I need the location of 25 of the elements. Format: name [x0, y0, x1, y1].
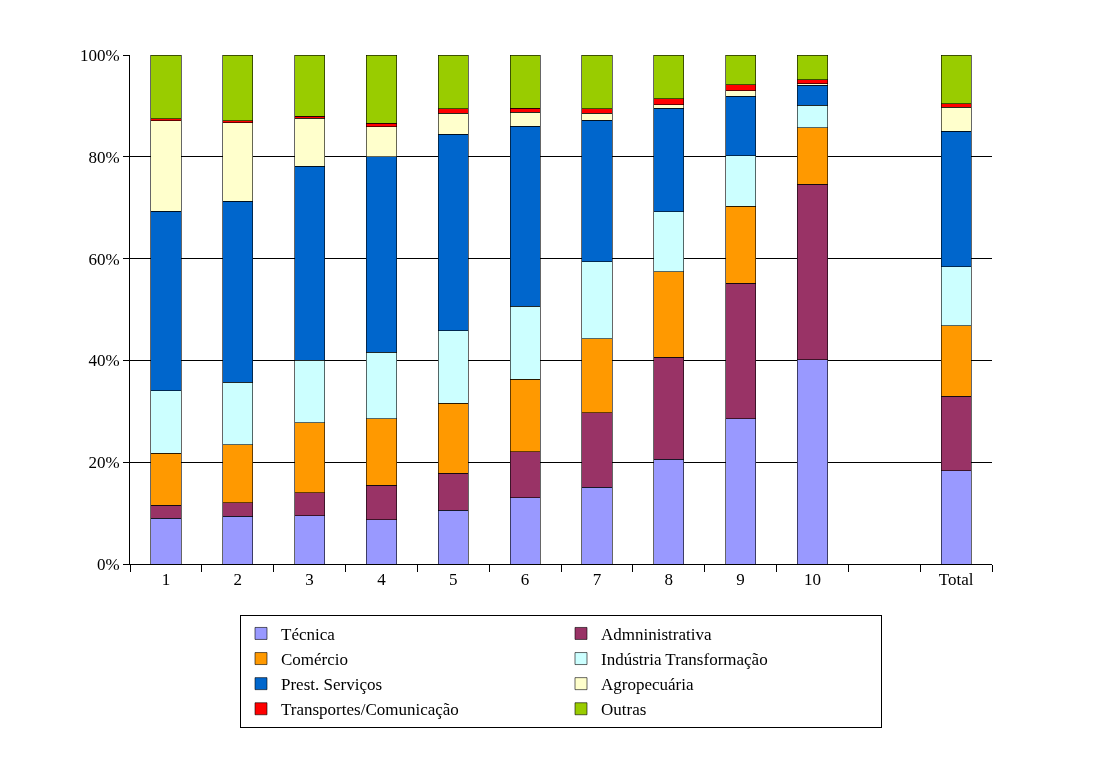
x-tick-label: 10: [803, 570, 821, 590]
x-tick-label: 7: [592, 570, 602, 590]
legend-label: Outras: [601, 700, 647, 720]
y-tick-label: 0%: [96, 554, 120, 574]
y-tick-label: 40%: [88, 351, 120, 371]
legend-label: Comércio: [281, 650, 349, 670]
y-tick-label: 20%: [88, 453, 120, 473]
x-tick-label: 6: [520, 570, 530, 590]
x-tick-label: 5: [449, 570, 458, 590]
legend-label: Agropecuária: [601, 675, 694, 695]
x-tick-label: 4: [377, 570, 387, 590]
x-tick-label: 2: [233, 570, 242, 590]
x-tick-label: 1: [161, 570, 171, 590]
y-tick-label: 100%: [79, 45, 120, 65]
x-tick-label: 8: [664, 570, 673, 590]
x-tick-label: 3: [305, 570, 314, 590]
y-tick-label: 80%: [88, 147, 120, 167]
x-tick-label: Total: [938, 570, 974, 590]
legend-label: Indústria Transformação: [601, 650, 768, 670]
x-tick-label: 9: [736, 570, 745, 590]
legend-label: Técnica: [281, 625, 336, 645]
legend-label: Prest. Serviços: [281, 675, 383, 695]
legend-label: Transportes/Comunicação: [281, 700, 459, 720]
y-tick-label: 60%: [88, 249, 120, 269]
legend-label: Admninistrativa: [601, 625, 712, 645]
